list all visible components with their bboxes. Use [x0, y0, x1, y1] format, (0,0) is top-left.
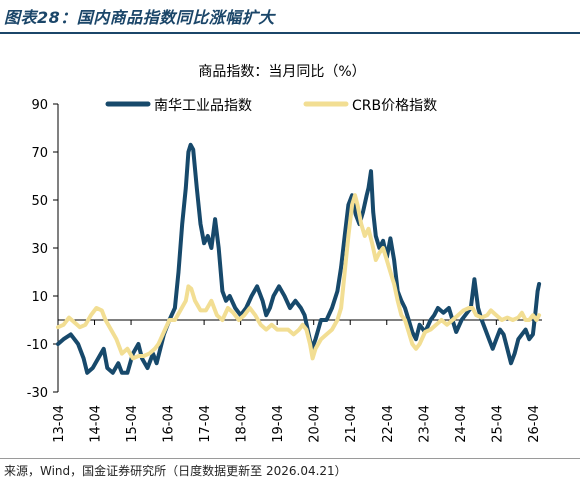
x-tick-label: 19-04: [271, 405, 286, 443]
title-rule: [0, 32, 580, 34]
x-tick-label: 20-04: [308, 405, 323, 443]
x-tick-label: 16-04: [162, 405, 177, 443]
series-line-nanhua: [56, 142, 542, 375]
x-tick-label: 13-04: [52, 405, 67, 443]
source-rule: [0, 458, 580, 459]
x-tick-label: 22-04: [381, 405, 396, 443]
chart-title: 商品指数：当月同比（%）: [198, 64, 365, 80]
legend-label: CRB价格指数: [352, 98, 437, 114]
x-tick-label: 25-04: [490, 405, 505, 443]
y-tick-label: 30: [31, 242, 48, 257]
y-tick-label: 70: [31, 146, 48, 161]
source-note: 来源，Wind，国金证券研究所（日度数据更新至 2026.04.21）: [4, 464, 347, 478]
x-tick-label: 14-04: [89, 405, 104, 443]
figure-title: 图表28：国内商品指数同比涨幅扩大: [4, 8, 275, 27]
x-tick-label: 26-04: [527, 405, 542, 443]
x-tick-label: 15-04: [125, 405, 140, 443]
series-line-crb: [56, 193, 542, 361]
y-tick-label: 50: [31, 194, 48, 209]
plot-area: -30 -10 10 30 50 70 90 13-04 14-04 15-04 16-04 17-0…: [27, 98, 542, 443]
y-tick-label: 90: [31, 98, 48, 113]
x-tick-label: 21-04: [344, 405, 359, 443]
x-tick-label: 23-04: [417, 405, 432, 443]
y-tick-label: 10: [31, 290, 48, 305]
x-tick-label: 17-04: [198, 405, 213, 443]
y-tick-label: -10: [27, 338, 48, 353]
x-tick-label: 24-04: [454, 405, 469, 443]
legend-label: 南华工业品指数: [154, 98, 252, 114]
x-tick-label: 18-04: [235, 405, 250, 443]
line-chart: 商品指数：当月同比（%） 南华工业品指数 CRB价格指数 -30 -10 10 30 50…: [27, 64, 542, 443]
legend: 南华工业品指数 CRB价格指数: [105, 98, 437, 114]
y-tick-label: -30: [27, 386, 48, 401]
